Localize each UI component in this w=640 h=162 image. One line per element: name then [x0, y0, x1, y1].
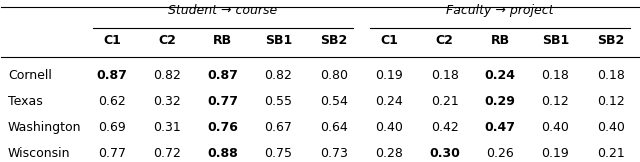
Text: 0.67: 0.67 [264, 121, 292, 134]
Text: Texas: Texas [8, 95, 42, 108]
Text: C2: C2 [159, 34, 177, 47]
Text: SB2: SB2 [597, 34, 625, 47]
Text: C1: C1 [380, 34, 398, 47]
Text: 0.31: 0.31 [154, 121, 181, 134]
Text: 0.30: 0.30 [429, 147, 460, 160]
Text: 0.26: 0.26 [486, 147, 514, 160]
Text: 0.21: 0.21 [431, 95, 458, 108]
Text: 0.40: 0.40 [597, 121, 625, 134]
Text: C1: C1 [103, 34, 121, 47]
Text: 0.24: 0.24 [375, 95, 403, 108]
Text: 0.21: 0.21 [597, 147, 625, 160]
Text: 0.19: 0.19 [541, 147, 570, 160]
Text: 0.72: 0.72 [154, 147, 181, 160]
Text: 0.47: 0.47 [484, 121, 515, 134]
Text: 0.64: 0.64 [320, 121, 348, 134]
Text: SB1: SB1 [542, 34, 569, 47]
Text: 0.40: 0.40 [541, 121, 570, 134]
Text: 0.54: 0.54 [320, 95, 348, 108]
Text: 0.55: 0.55 [264, 95, 292, 108]
Text: 0.77: 0.77 [207, 95, 238, 108]
Text: SB1: SB1 [264, 34, 292, 47]
Text: 0.40: 0.40 [375, 121, 403, 134]
Text: 0.82: 0.82 [154, 69, 181, 82]
Text: 0.18: 0.18 [541, 69, 570, 82]
Text: 0.28: 0.28 [375, 147, 403, 160]
Text: 0.69: 0.69 [98, 121, 126, 134]
Text: 0.73: 0.73 [320, 147, 348, 160]
Text: Washington: Washington [8, 121, 81, 134]
Text: 0.88: 0.88 [207, 147, 238, 160]
Text: 0.62: 0.62 [98, 95, 126, 108]
Text: Wisconsin: Wisconsin [8, 147, 70, 160]
Text: 0.42: 0.42 [431, 121, 458, 134]
Text: 0.12: 0.12 [597, 95, 625, 108]
Text: 0.82: 0.82 [264, 69, 292, 82]
Text: 0.80: 0.80 [320, 69, 348, 82]
Text: Student → course: Student → course [168, 4, 278, 17]
Text: 0.77: 0.77 [98, 147, 126, 160]
Text: 0.24: 0.24 [484, 69, 515, 82]
Text: 0.76: 0.76 [207, 121, 238, 134]
Text: 0.75: 0.75 [264, 147, 292, 160]
Text: SB2: SB2 [320, 34, 348, 47]
Text: 0.12: 0.12 [541, 95, 570, 108]
Text: 0.87: 0.87 [207, 69, 238, 82]
Text: C2: C2 [436, 34, 454, 47]
Text: 0.32: 0.32 [154, 95, 181, 108]
Text: RB: RB [213, 34, 232, 47]
Text: RB: RB [490, 34, 509, 47]
Text: 0.19: 0.19 [375, 69, 403, 82]
Text: Faculty → project: Faculty → project [446, 4, 554, 17]
Text: 0.18: 0.18 [431, 69, 458, 82]
Text: 0.18: 0.18 [597, 69, 625, 82]
Text: 0.29: 0.29 [484, 95, 515, 108]
Text: Cornell: Cornell [8, 69, 52, 82]
Text: 0.87: 0.87 [97, 69, 127, 82]
